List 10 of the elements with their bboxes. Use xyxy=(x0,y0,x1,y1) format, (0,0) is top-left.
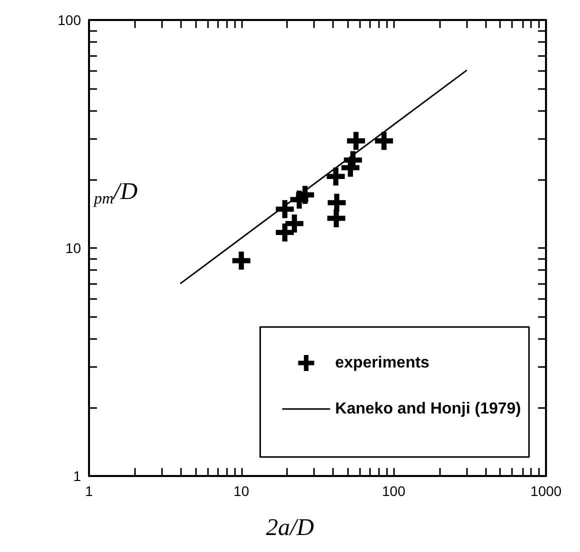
x-tick-label: 1 xyxy=(85,483,94,499)
y-tick-label: 100 xyxy=(58,12,82,28)
y-tick-label: 1 xyxy=(73,468,82,484)
legend-label: experiments xyxy=(335,354,430,372)
y-tick-label: 10 xyxy=(65,240,82,256)
x-tick-label: 1000 xyxy=(530,483,562,499)
x-axis-title: 2a/D xyxy=(266,515,314,541)
x-tick-label: 10 xyxy=(234,483,250,499)
legend-label: Kaneko and Honji (1979) xyxy=(335,400,522,418)
x-tick-label: 100 xyxy=(382,483,406,499)
